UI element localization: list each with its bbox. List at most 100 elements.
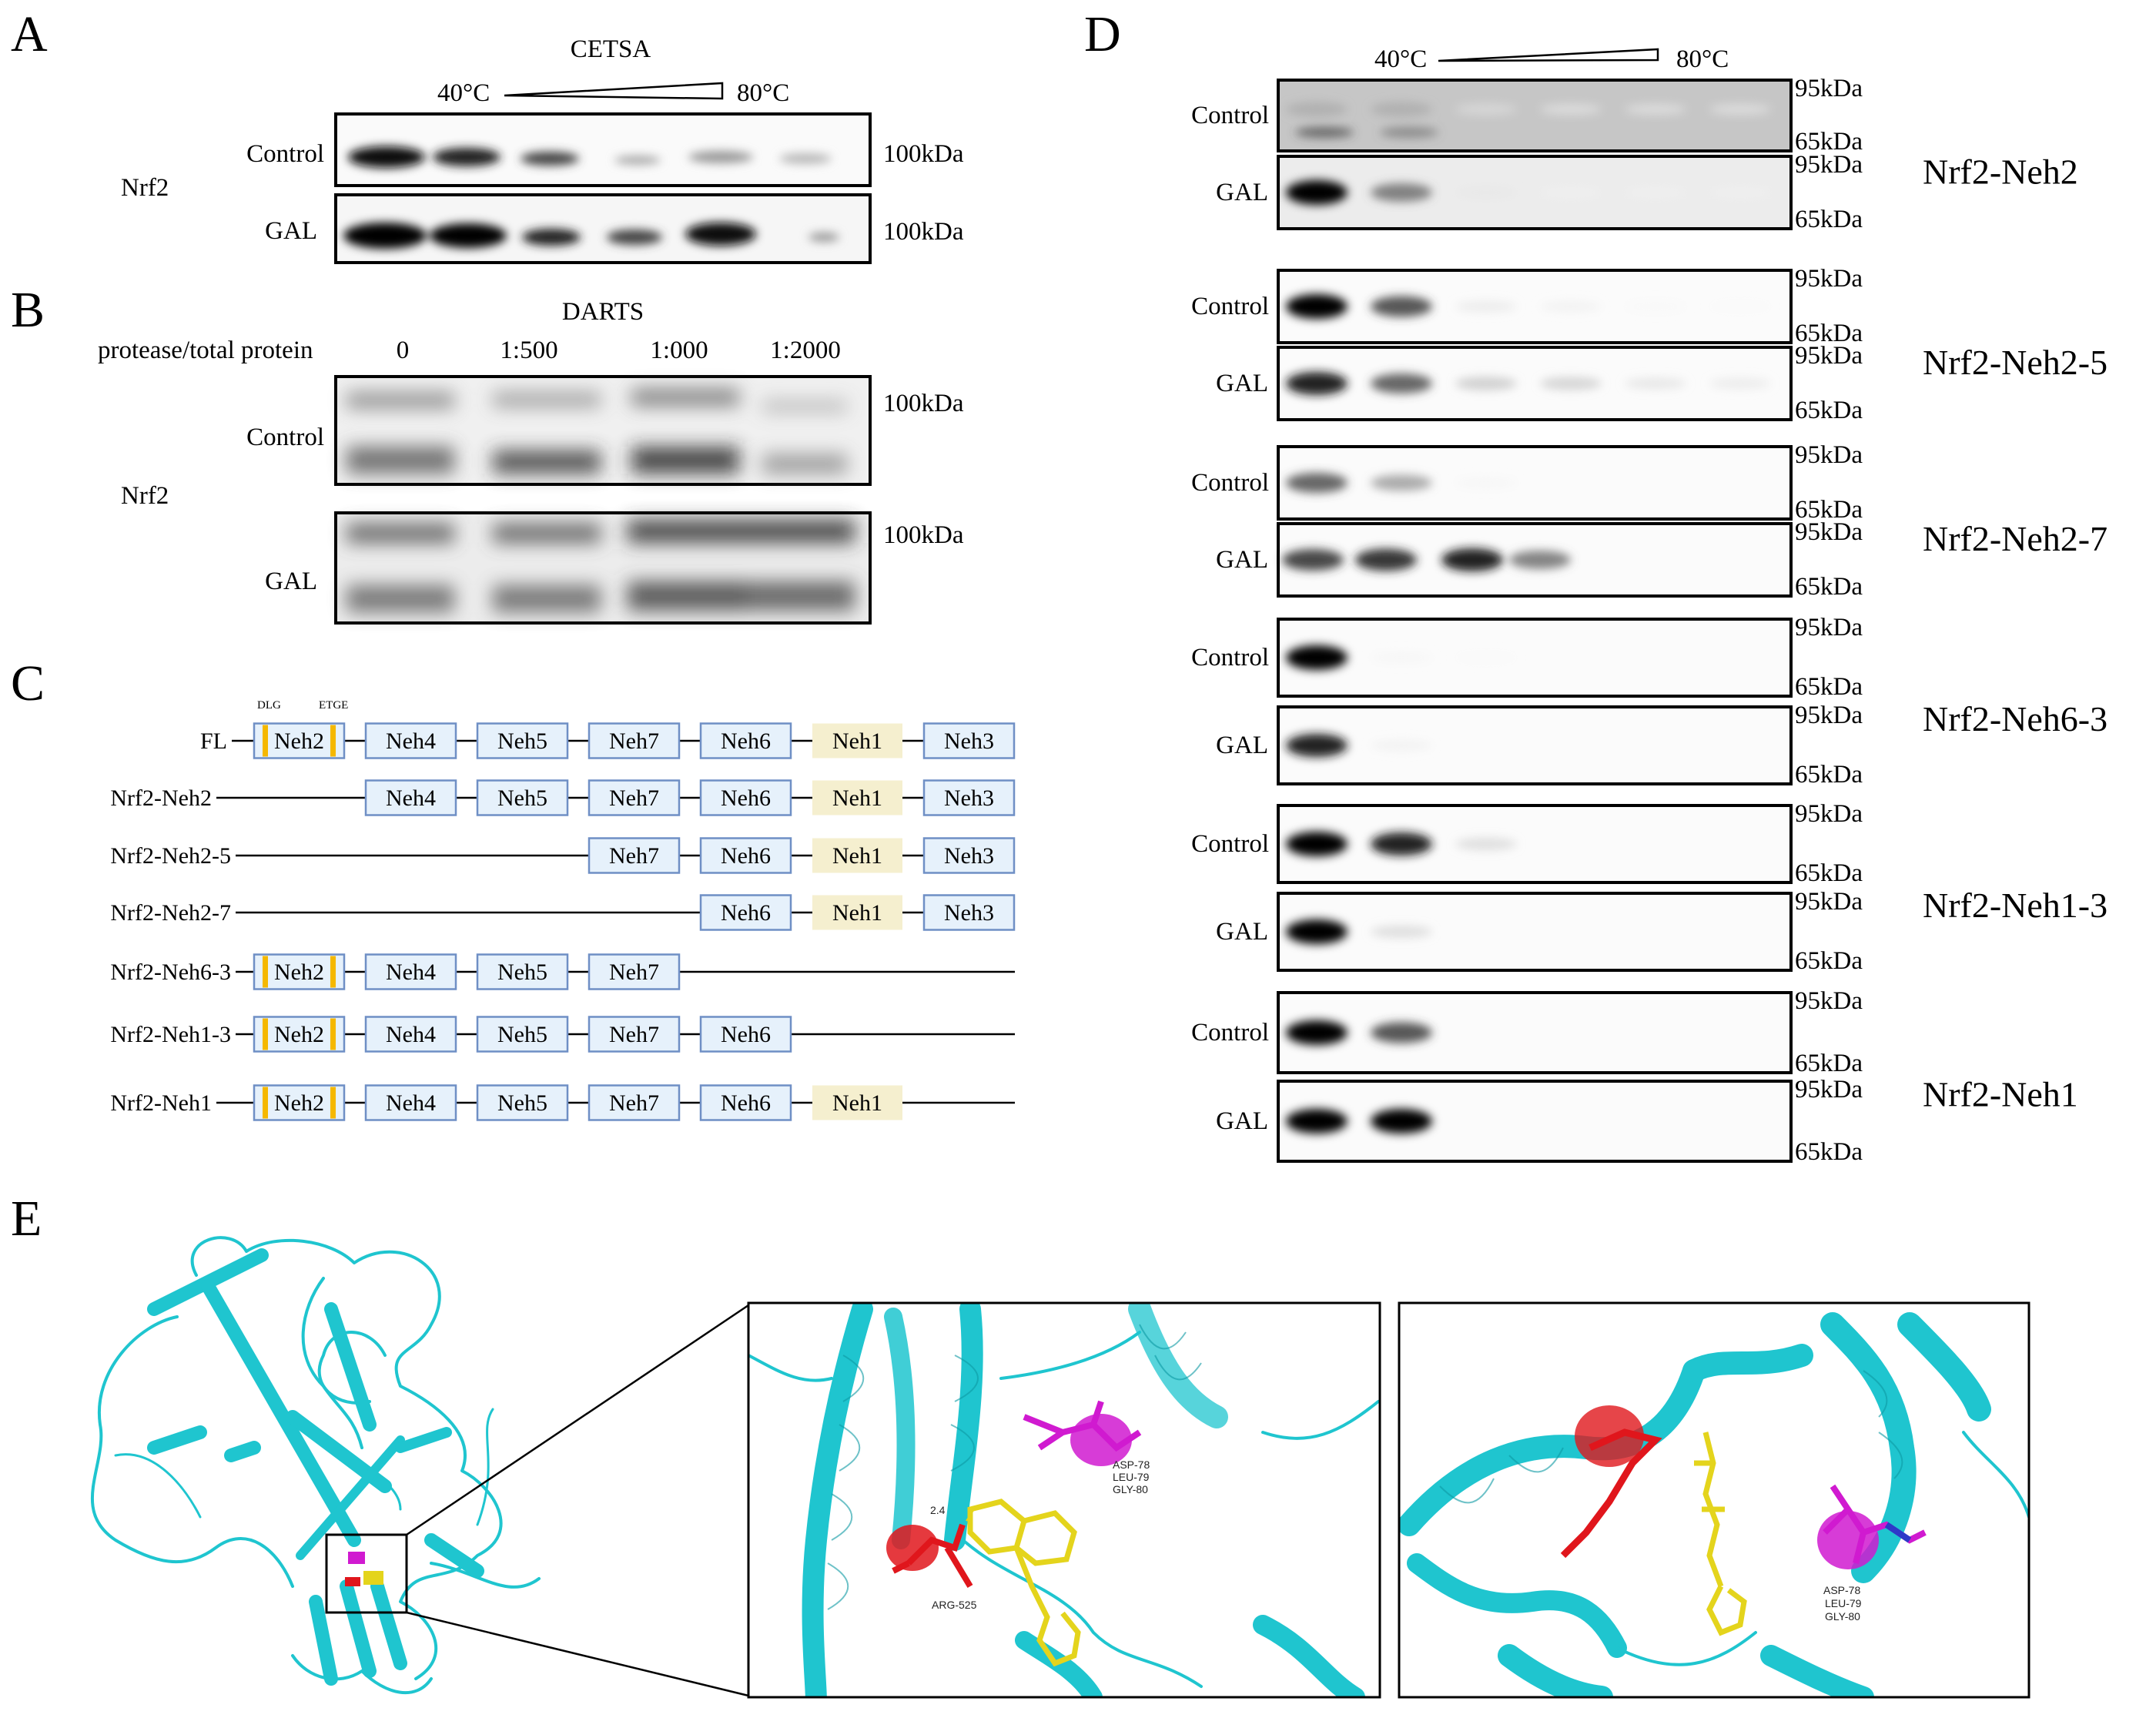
panel-b: B DARTS protease/total protein 0 1:500 1… xyxy=(11,282,964,625)
motif-etge-bar xyxy=(330,1018,336,1050)
domain-neh5: Neh5 xyxy=(476,1016,569,1053)
panel-a-gal-blot xyxy=(334,193,872,264)
control-blot xyxy=(1277,79,1793,152)
panel-d-letter: D xyxy=(1084,6,1121,62)
panel-a-letter: A xyxy=(11,6,48,62)
zoom-region-box xyxy=(325,1533,408,1614)
domain-neh7: Neh7 xyxy=(588,953,681,990)
marker-95kda: 95kDa xyxy=(1795,151,1863,179)
control-blot xyxy=(1277,618,1793,698)
domain-neh7: Neh7 xyxy=(588,1084,681,1121)
panel-a-control-blot xyxy=(334,112,872,187)
motif-etge-bar xyxy=(330,725,336,757)
blot-bands xyxy=(1286,372,1771,395)
residue-label-leu: LEU-79 xyxy=(1113,1471,1150,1483)
panel-a-marker: 100kDa xyxy=(883,140,964,168)
domain-neh4: Neh4 xyxy=(364,722,457,759)
control-label: Control xyxy=(1191,102,1269,129)
zoom-panel-2-frame xyxy=(1398,1301,2030,1699)
domain-neh3: Neh3 xyxy=(922,894,1016,931)
gal-blot xyxy=(1277,346,1793,421)
domain-label: Neh3 xyxy=(944,900,994,926)
protein-overview-helices xyxy=(147,1248,484,1686)
gal-label: GAL xyxy=(1216,179,1268,206)
blot-bands xyxy=(1286,645,1517,670)
marker-65kda: 65kDa xyxy=(1795,397,1863,424)
panel-b-ratio-label: protease/total protein xyxy=(98,337,313,364)
binding-site-view-1: 2.4 ASP-78 LEU-79 GLY-80 ARG-525 xyxy=(748,1303,1380,1697)
domain-neh4: Neh4 xyxy=(364,953,457,990)
gal-blot xyxy=(1277,1080,1793,1163)
blot-bands xyxy=(1286,1109,1432,1134)
domain-label: Neh3 xyxy=(944,728,994,754)
ligand-sticks-2 xyxy=(1694,1432,1747,1636)
marker-95kda: 95kDa xyxy=(1795,518,1863,546)
marker-65kda: 65kDa xyxy=(1795,947,1863,975)
construct-row: Nrf2-Neh6-3 Neh2 Neh4 Neh5 Neh7 xyxy=(110,953,1015,990)
panel-b-marker: 100kDa xyxy=(883,390,964,417)
marker-95kda: 95kDa xyxy=(1795,441,1863,469)
control-label: Control xyxy=(1191,644,1269,671)
domain-label: Neh5 xyxy=(497,1022,547,1047)
construct-blot-group: Control95kDa65kDaGAL95kDa65kDaNrf2-Neh2-… xyxy=(1191,441,2107,601)
domain-neh2: Neh2 xyxy=(253,1016,346,1053)
control-blot xyxy=(1277,445,1793,521)
marker-65kda: 65kDa xyxy=(1795,573,1863,601)
construct-name: Nrf2-Neh2 xyxy=(1923,152,2078,192)
construct-label: Nrf2-Neh6-3 xyxy=(110,959,231,985)
domain-neh7: Neh7 xyxy=(588,779,681,816)
panel-b-ratio: 1:000 xyxy=(650,337,708,364)
construct-label: Nrf2-Neh2-5 xyxy=(110,843,231,869)
hbond-distance-label: 2.4 xyxy=(930,1504,946,1516)
blot-bands xyxy=(1286,919,1432,944)
construct-row: Nrf2-Neh2-5 Neh7 Neh6 Neh1 Neh3 xyxy=(110,837,1016,874)
panel-b-marker: 100kDa xyxy=(883,521,964,549)
gal-label: GAL xyxy=(1216,546,1268,574)
panel-a-temp-end: 80°C xyxy=(737,79,789,107)
domain-label: Neh7 xyxy=(609,843,659,869)
panel-a-gal-bands xyxy=(343,223,839,249)
domain-neh1: Neh1 xyxy=(812,1085,902,1120)
marker-65kda: 65kDa xyxy=(1795,673,1863,701)
panel-c-letter: C xyxy=(11,655,45,712)
domain-neh1: Neh1 xyxy=(812,723,902,759)
domain-label: Neh6 xyxy=(721,728,771,754)
panel-a: A CETSA 40°C 80°C Nrf2 Control 100kDa GA… xyxy=(11,6,964,264)
panel-a-assay-title: CETSA xyxy=(571,35,651,63)
domain-neh5: Neh5 xyxy=(476,953,569,990)
domain-neh4: Neh4 xyxy=(364,1016,457,1053)
construct-row: Nrf2-Neh2 Neh4 Neh5 Neh7 Neh6 Neh1 Neh3 xyxy=(110,779,1016,816)
marker-95kda: 95kDa xyxy=(1795,342,1863,370)
construct-label: Nrf2-Neh2-7 xyxy=(110,900,231,926)
domain-label: Neh2 xyxy=(274,728,324,754)
domain-label: Neh4 xyxy=(386,1090,436,1116)
domain-label: Neh1 xyxy=(832,843,882,869)
domain-neh2: Neh2 xyxy=(253,953,346,990)
gal-label: GAL xyxy=(1216,1107,1268,1135)
domain-neh5: Neh5 xyxy=(476,1084,569,1121)
domain-label: Neh3 xyxy=(944,785,994,811)
domain-neh6: Neh6 xyxy=(699,837,792,874)
marker-65kda: 65kDa xyxy=(1795,1138,1863,1166)
construct-name: Nrf2-Neh2-5 xyxy=(1923,343,2107,382)
marker-95kda: 95kDa xyxy=(1795,800,1863,828)
domain-neh2: Neh2 xyxy=(253,1084,346,1121)
marker-65kda: 65kDa xyxy=(1795,1050,1863,1077)
residue-asp78-sticks-2 xyxy=(1817,1484,1927,1569)
control-blot xyxy=(1277,991,1793,1074)
protein-overview-ligand xyxy=(345,1552,383,1586)
panel-b-row-label: Control xyxy=(246,424,324,451)
marker-65kda: 65kDa xyxy=(1795,496,1863,524)
panel-e-letter: E xyxy=(11,1191,42,1247)
domain-neh6: Neh6 xyxy=(699,722,792,759)
marker-95kda: 95kDa xyxy=(1795,888,1863,916)
residue-label-gly: GLY-80 xyxy=(1825,1610,1860,1623)
residue-label-arg: ARG-525 xyxy=(932,1599,977,1611)
control-label: Control xyxy=(1191,469,1269,497)
construct-label: Nrf2-Neh1 xyxy=(110,1090,212,1116)
zoom-guide-line xyxy=(406,1611,749,1697)
domain-label: Neh5 xyxy=(497,1090,547,1116)
blot-bands xyxy=(1286,473,1517,493)
domain-neh6: Neh6 xyxy=(699,1016,792,1053)
panel-c: C DLG ETGE FL Neh2 Neh4 Neh5 Neh7 Neh6 Neh1 Neh… xyxy=(11,655,1016,1121)
